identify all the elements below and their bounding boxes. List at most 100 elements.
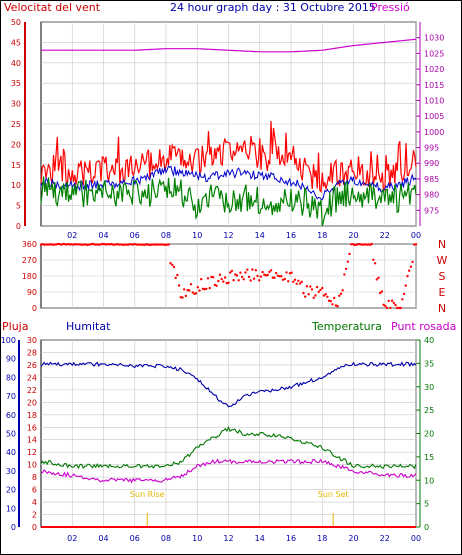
direction-point [387, 299, 390, 303]
direction-point [326, 295, 329, 298]
wind-y-tick-label: 0 [16, 222, 21, 231]
direction-point [184, 294, 188, 298]
humidity-y-tick-label: 100 [1, 336, 16, 345]
rain-y-tick-label: 16 [27, 423, 37, 432]
wind-x-tick-label: 08 [161, 231, 171, 240]
direction-point [230, 269, 234, 273]
direction-point [331, 303, 334, 306]
direction-point [232, 279, 235, 282]
direction-point [75, 243, 79, 246]
climate-x-tick-label: 16 [286, 534, 296, 543]
direction-point [293, 278, 297, 281]
direction-point [167, 243, 170, 246]
wind-y-tick-label: 20 [11, 140, 21, 149]
rain-y-tick-label: 14 [27, 436, 37, 445]
direction-point [131, 243, 135, 246]
temperature-y-tick-label: 15 [424, 453, 434, 462]
temperature-y-tick-label: 5 [424, 500, 429, 509]
direction-point [322, 294, 326, 297]
temperature-y-tick-label: 35 [424, 359, 434, 368]
direction-point [189, 283, 193, 286]
direction-point [148, 243, 152, 246]
direction-point [346, 260, 349, 263]
direction-point [259, 275, 263, 278]
rain-y-tick-label: 22 [27, 386, 37, 395]
temperature-y-tick-label: 20 [424, 430, 434, 439]
sunrise-label: Sun Rise [130, 490, 165, 499]
rain-y-tick-label: 4 [32, 498, 37, 507]
rain-y-tick-label: 2 [32, 511, 37, 520]
direction-point [370, 242, 373, 246]
direction-point [208, 286, 211, 290]
humidity-y-tick-label: 50 [6, 430, 16, 439]
wind-x-tick-label: 22 [380, 231, 390, 240]
wind-x-tick-label: 12 [223, 231, 233, 240]
climate-x-tick-label: 18 [317, 534, 327, 543]
rain-y-tick-label: 28 [27, 348, 37, 357]
wind-y-tick-label: 35 [11, 79, 21, 88]
pressure-y-tick-label: 1010 [424, 96, 444, 105]
direction-point [380, 290, 384, 293]
climate-x-tick-label: 00 [411, 534, 421, 543]
humidity-y-tick-label: 0 [11, 523, 16, 532]
direction-point [389, 306, 392, 310]
direction-point [283, 277, 286, 281]
direction-point [319, 288, 322, 292]
direction-point [137, 243, 140, 246]
wind-y-tick-label: 25 [11, 120, 21, 129]
humidity-y-tick-label: 80 [6, 373, 16, 382]
direction-point [56, 242, 60, 246]
direction-point [249, 279, 252, 282]
direction-point [408, 269, 411, 272]
temperature-y-tick-label: 25 [424, 406, 434, 415]
wind-x-tick-label: 16 [286, 231, 296, 240]
direction-point [169, 262, 172, 265]
direction-point [406, 275, 409, 278]
direction-point [142, 243, 145, 246]
direction-point [341, 289, 344, 292]
direction-point [324, 293, 327, 296]
direction-point [404, 284, 407, 287]
humidity-y-tick-label: 90 [6, 355, 16, 364]
climate-x-tick-label: 06 [130, 534, 140, 543]
direction-point [222, 280, 225, 283]
direction-point [239, 271, 242, 274]
wind-y-tick-label: 50 [11, 18, 21, 27]
direction-point [205, 287, 208, 290]
direction-point [194, 292, 198, 295]
compass-label: N [438, 238, 446, 251]
direction-point [237, 279, 240, 282]
direction-point [329, 300, 332, 303]
direction-point [191, 291, 194, 294]
direction-point [177, 284, 181, 287]
rain-y-tick-label: 0 [32, 523, 37, 532]
humidity-y-tick-label: 70 [6, 392, 16, 401]
direction-y-tick-label: 0 [32, 304, 37, 313]
direction-point [356, 242, 360, 246]
direction-point [130, 243, 133, 246]
direction-point [333, 296, 336, 300]
compass-label: W [437, 254, 448, 267]
direction-point [300, 280, 303, 283]
direction-point [343, 273, 346, 276]
pressure-y-tick-label: 995 [424, 144, 439, 153]
direction-point [215, 284, 218, 287]
direction-point [206, 277, 210, 280]
climate-x-tick-label: 20 [348, 534, 358, 543]
direction-point [266, 273, 269, 277]
temperature-y-tick-label: 30 [424, 383, 434, 392]
direction-y-tick-label: 90 [27, 288, 37, 297]
direction-point [240, 275, 244, 279]
direction-point [377, 276, 380, 279]
pressure-y-tick-label: 1030 [424, 34, 444, 43]
direction-point [373, 262, 377, 265]
rain-y-tick-label: 10 [27, 461, 37, 470]
direction-point [297, 279, 300, 282]
direction-point [298, 282, 302, 285]
direction-point [409, 265, 413, 268]
direction-point [229, 271, 232, 274]
pressure-y-tick-label: 980 [424, 191, 439, 200]
humidity-y-tick-label: 20 [6, 486, 16, 495]
direction-point [392, 301, 395, 305]
direction-point [218, 273, 222, 276]
